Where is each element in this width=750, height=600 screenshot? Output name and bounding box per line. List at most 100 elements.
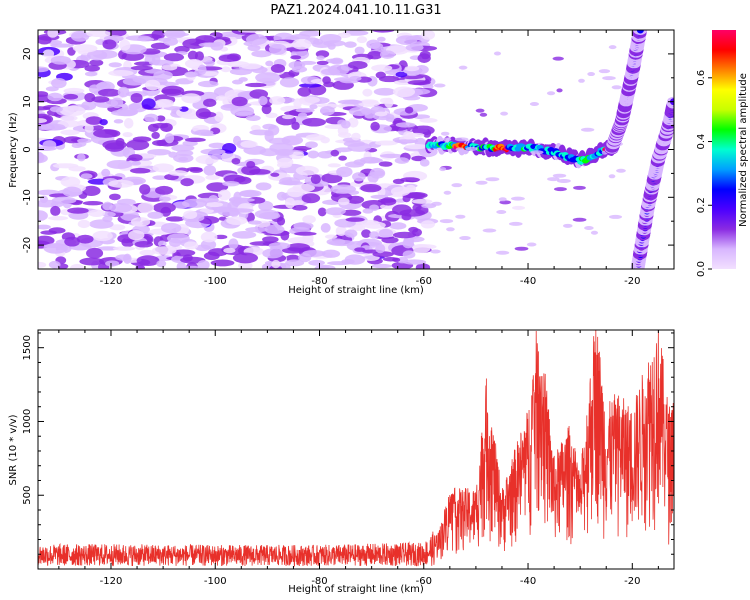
- spectrogram-cell: [290, 55, 302, 60]
- spectrogram-cell: [113, 119, 124, 124]
- snr-background: [38, 330, 674, 569]
- spectrogram-cell: [255, 72, 281, 84]
- spectrogram-cell: [206, 182, 229, 192]
- spectrogram-cell: [262, 212, 279, 220]
- spectrogram-cell: [137, 202, 155, 214]
- spectrogram-cell: [394, 139, 419, 144]
- spectrogram-cell: [408, 226, 419, 233]
- x-tick-label: -120: [100, 576, 123, 587]
- spectrogram-cell: [278, 180, 304, 186]
- spectrogram-cell: [255, 182, 272, 191]
- spectrogram-cell: [235, 111, 255, 116]
- spectrogram-cell: [347, 60, 368, 70]
- spectrogram-cell: [144, 79, 161, 91]
- spectrogram-cell: [351, 132, 361, 141]
- x-tick-label: -100: [204, 576, 227, 587]
- spectrogram-cell: [482, 228, 497, 233]
- spectrogram-cell: [493, 51, 502, 56]
- spectrogram-cell: [259, 148, 280, 157]
- spectrogram-cell: [139, 184, 151, 195]
- spectrogram-cell: [183, 241, 199, 250]
- spectrogram-cell: [48, 215, 69, 221]
- spectrogram-cell: [223, 247, 236, 254]
- spectrogram-cell: [402, 259, 427, 265]
- snr-xlabel: Height of straight line (km): [288, 584, 424, 595]
- x-tick-label: -120: [100, 276, 123, 287]
- spectrogram-cell: [443, 190, 452, 195]
- y-tick-label: 20: [22, 48, 33, 61]
- y-tick-label: 1500: [22, 335, 33, 360]
- spectrogram-cell: [104, 30, 127, 37]
- spectrogram-cell: [616, 168, 626, 173]
- colorbar-ticks: 0.0 0.2 0.4 0.6: [696, 70, 712, 277]
- spectrogram-cell: [265, 112, 278, 119]
- spectrogram-cell: [319, 265, 330, 269]
- spectrogram-cell: [265, 60, 274, 67]
- spectrogram-cell: [433, 83, 446, 88]
- spectrogram-cell: [316, 55, 325, 61]
- spectrogram-ylabel: Frequency (Hz): [8, 112, 19, 188]
- spectrogram-cell: [370, 121, 380, 131]
- spectrogram-cell: [108, 62, 122, 68]
- spectrogram-cell: [108, 179, 134, 188]
- spectrogram-cell: [99, 118, 108, 126]
- spectrogram-cell: [526, 242, 537, 247]
- spectrogram-cell: [240, 63, 262, 70]
- spectrogram-cell: [210, 153, 223, 160]
- spectrogram-cell: [572, 217, 587, 222]
- spectrogram-cell: [184, 59, 203, 69]
- spectrogram-cell: [337, 99, 363, 105]
- spectrogram-cell: [205, 202, 224, 208]
- spectrogram-cell: [366, 39, 381, 50]
- spectrogram-cell: [326, 238, 346, 246]
- spectrogram-cell: [608, 214, 623, 219]
- figure-title: PAZ1.2024.041.10.11.G31: [270, 3, 441, 18]
- spectrogram-cell: [285, 259, 305, 267]
- spectrogram-cell: [495, 149, 506, 154]
- spectrogram-cell: [174, 45, 190, 53]
- snr-panel: -120 -100 -80 -60 -40 -20 500 1000 1500 Height o…: [8, 329, 675, 595]
- spectrogram-cell: [102, 140, 127, 150]
- spectrogram-cell: [287, 186, 304, 198]
- spectrogram-cell: [394, 157, 410, 164]
- spectrogram-cell: [430, 249, 441, 254]
- spectrogram-cell: [222, 180, 240, 187]
- spectrogram-cell: [279, 77, 300, 88]
- spectrogram-cell: [451, 183, 463, 188]
- spectrogram-cell: [327, 163, 341, 168]
- spectrogram-cell: [274, 148, 294, 156]
- spectrogram-cell: [282, 114, 294, 120]
- spectrogram-cell: [556, 178, 571, 183]
- spectrogram-cell: [180, 178, 194, 187]
- spectrogram-cell: [203, 98, 217, 107]
- spectrogram-cell: [354, 46, 365, 55]
- spectrogram-cell: [136, 255, 160, 267]
- spectrogram-cell: [454, 137, 469, 142]
- spectrogram-cell: [68, 165, 86, 172]
- spectrogram-cell: [136, 37, 155, 42]
- spectrogram-cell: [349, 75, 362, 82]
- spectrogram-cell: [38, 261, 47, 268]
- spectrogram-cell: [184, 137, 206, 143]
- spectrogram-cell: [359, 156, 381, 164]
- spectrogram-cell: [370, 194, 389, 199]
- spectrogram-cell: [290, 33, 311, 40]
- spectrogram-cell: [155, 185, 174, 195]
- spectrogram-cell: [84, 123, 94, 133]
- spectrogram-cell: [141, 98, 156, 110]
- spectrogram-cell: [119, 39, 131, 51]
- spectrogram-cell: [214, 111, 224, 122]
- spectrogram-cell: [152, 122, 169, 129]
- y-tick-label: -10: [22, 189, 33, 205]
- spectrogram-cell: [264, 224, 285, 235]
- spectrogram-cell: [299, 83, 322, 88]
- spectrogram-cell: [76, 234, 94, 244]
- colorbar: 0.0 0.2 0.4 0.6 Normalized spectral amplitu…: [696, 30, 749, 277]
- spectrogram-cell: [110, 97, 124, 109]
- spectrogram-cell: [276, 216, 286, 226]
- spectrogram-cell: [80, 173, 93, 180]
- spectrogram-cell: [228, 238, 239, 250]
- spectrogram-cell: [360, 219, 380, 226]
- spectrogram-cell: [291, 204, 308, 211]
